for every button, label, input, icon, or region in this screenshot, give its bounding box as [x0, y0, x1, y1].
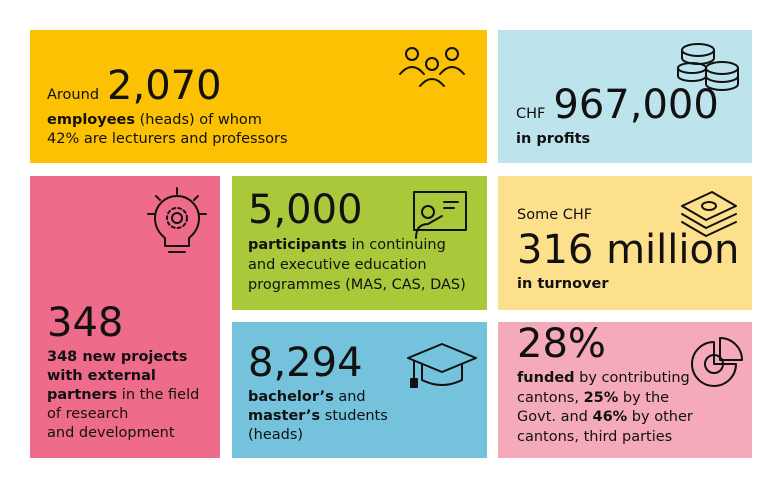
description-line: in turnover: [517, 275, 739, 294]
bold-text: partners: [47, 387, 118, 403]
description-line: funded by contributing: [517, 369, 693, 389]
text: and executive education: [248, 257, 427, 273]
tile-profits: CHF 967,000 in profits: [498, 30, 752, 163]
bold-text: with external: [47, 368, 156, 384]
description-line: of research: [47, 405, 199, 424]
description-line: programmes (MAS, CAS, DAS): [248, 275, 466, 295]
tile-employees: Around 2,070 employees (heads) of whom 42% …: [30, 30, 487, 163]
bold-text: in turnover: [517, 276, 609, 292]
bold-text: participants: [248, 237, 347, 253]
tile-content: CHF 967,000 in profits: [516, 83, 719, 149]
tile-head: Some CHF 316 million: [517, 207, 739, 272]
key-figure: 28%: [517, 322, 606, 367]
people-icon: [399, 47, 465, 87]
key-figure: 316 million: [517, 227, 740, 273]
tile-content: 5,000 participants in continuing and execu…: [248, 188, 466, 295]
description-line: partners in the field: [47, 386, 199, 405]
description-line: employees (heads) of whom: [47, 111, 288, 130]
tile-head: 5,000: [248, 188, 466, 232]
bold-text: master’s: [248, 408, 321, 424]
tile-head: 28%: [517, 322, 693, 366]
bold-text: 46%: [592, 409, 628, 425]
key-figure: 5,000: [248, 187, 363, 233]
graduation-cap-icon: [407, 343, 477, 388]
tile-participants: 5,000 participants in continuing and execu…: [232, 176, 487, 310]
key-figure: 8,294: [248, 340, 363, 386]
tile-funding: 28% funded by contributing cantons, 25% by…: [498, 322, 752, 458]
description-line: bachelor’s and: [248, 388, 388, 407]
tile-head: 8,294: [248, 341, 388, 385]
text: (heads): [248, 427, 304, 443]
key-figure: 348: [47, 300, 124, 346]
description-line: cantons, 25% by the: [517, 389, 693, 409]
prefix: Around: [47, 87, 100, 103]
description-line: 42% are lecturers and professors: [47, 130, 288, 149]
description-line: and executive education: [248, 255, 466, 275]
tile-content: 348 348 new projects with external partners…: [47, 301, 199, 443]
description-line: master’s students: [248, 407, 388, 426]
description: employees (heads) of whom 42% are lecture…: [47, 111, 288, 149]
description: participants in continuing and executive …: [248, 235, 466, 295]
description-line: in profits: [516, 130, 719, 149]
lightbulb-icon: [147, 187, 207, 253]
bold-text: bachelor’s: [248, 389, 334, 405]
text: students: [320, 408, 388, 424]
tile-content: Around 2,070 employees (heads) of whom 42% …: [47, 64, 288, 149]
text: in continuing: [346, 237, 446, 253]
coins-icon: [677, 43, 739, 91]
description-line: 348 new projects: [47, 348, 199, 367]
description: 348 new projects with external partners in…: [47, 348, 199, 443]
tile-content: Some CHF 316 million in turnover: [517, 207, 739, 294]
tile-head: Around 2,070: [47, 64, 288, 108]
prefix: Some CHF: [517, 207, 593, 223]
text: and: [333, 389, 366, 405]
bold-text: in profits: [516, 131, 591, 147]
tile-students: 8,294 bachelor’s and master’s students (hea…: [232, 322, 487, 458]
description-line: with external: [47, 367, 199, 386]
text: by the: [618, 389, 670, 406]
pie-icon: [691, 337, 743, 387]
tile-head: 348: [47, 301, 199, 345]
description: bachelor’s and master’s students (heads): [248, 388, 388, 445]
bold-text: funded: [517, 370, 575, 386]
tile-projects: 348 348 new projects with external partners…: [30, 176, 220, 458]
presentation-icon: [413, 191, 467, 239]
text: by other: [627, 409, 693, 425]
text: and development: [47, 425, 175, 441]
text: Govt. and: [517, 409, 593, 425]
prefix: CHF: [516, 106, 546, 122]
text: in the field: [117, 387, 200, 403]
text: 42% are lecturers and professors: [47, 131, 288, 147]
text: cantons, third parties: [517, 428, 673, 445]
description: in profits: [516, 130, 719, 149]
tile-content: 28% funded by contributing cantons, 25% by…: [517, 322, 693, 447]
bold-text: employees: [47, 112, 136, 128]
text: (heads) of whom: [135, 112, 262, 128]
description-line: (heads): [248, 426, 388, 445]
description-line: Govt. and 46% by other: [517, 408, 693, 428]
description: funded by contributing cantons, 25% by th…: [517, 369, 693, 447]
description-line: and development: [47, 424, 199, 443]
bold-text: 25%: [583, 389, 619, 406]
tile-turnover: Some CHF 316 million in turnover: [498, 176, 752, 310]
tile-content: 8,294 bachelor’s and master’s students (hea…: [248, 341, 388, 445]
tile-head: CHF 967,000: [516, 83, 719, 127]
description-line: cantons, third parties: [517, 428, 693, 448]
text: cantons,: [517, 389, 584, 406]
description: in turnover: [517, 275, 739, 294]
key-figure: 967,000: [553, 82, 719, 128]
text: programmes (MAS, CAS, DAS): [248, 277, 466, 293]
text: of research: [47, 406, 129, 422]
key-figure: 2,070: [107, 63, 222, 109]
money-icon: [681, 191, 737, 237]
description-line: participants in continuing: [248, 235, 466, 255]
bold-text: 348 new projects: [47, 349, 188, 365]
text: by contributing: [574, 370, 690, 386]
